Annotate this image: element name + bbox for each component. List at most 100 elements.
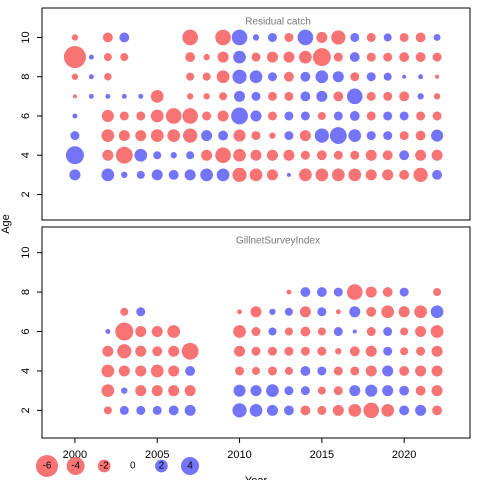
bubble	[333, 52, 343, 62]
bubble	[365, 384, 378, 397]
bubble	[432, 405, 443, 416]
bubble	[317, 405, 327, 415]
bubble	[101, 129, 115, 142]
bubble	[203, 93, 210, 100]
x-tick-label: 2010	[227, 449, 251, 461]
legend-bubble	[155, 459, 168, 473]
bubble	[284, 307, 293, 316]
bubble	[284, 386, 294, 396]
bubble	[167, 129, 181, 142]
bubble	[202, 111, 212, 121]
bubble	[101, 168, 115, 182]
bubble	[317, 327, 326, 336]
bubble	[136, 170, 145, 179]
bubble	[284, 131, 294, 141]
bubble	[383, 52, 393, 62]
plot-frame	[41, 7, 471, 221]
bubble	[216, 70, 230, 84]
bubble	[215, 29, 231, 46]
bubble	[399, 91, 410, 102]
bubble	[184, 169, 196, 181]
bubble	[65, 146, 84, 165]
bubble	[217, 51, 229, 63]
bubble	[135, 345, 147, 357]
bubble	[286, 289, 292, 295]
bubble	[382, 169, 394, 181]
bubble	[135, 365, 147, 377]
bubble	[314, 128, 329, 143]
bubble	[331, 30, 346, 45]
bubble	[299, 168, 312, 182]
y-tick-label: 6	[20, 328, 32, 334]
x-tick-label: 2005	[145, 449, 169, 461]
bubble	[415, 149, 427, 161]
bubble	[366, 327, 376, 337]
bubble	[252, 34, 260, 41]
bubble	[182, 108, 198, 124]
bubble	[431, 149, 443, 161]
bubble	[88, 93, 94, 99]
bubble	[153, 151, 162, 160]
bubble	[316, 150, 327, 161]
bubble	[300, 386, 310, 396]
bubble	[168, 345, 180, 357]
bubble	[433, 93, 441, 100]
x-tick-label: 2000	[63, 449, 87, 461]
bubble	[381, 404, 395, 417]
legend-label: -4	[71, 461, 80, 472]
bubble	[101, 109, 114, 123]
bubble	[269, 132, 276, 139]
bubble	[383, 346, 393, 356]
bubble	[346, 284, 363, 300]
bubble	[167, 325, 181, 338]
bubble	[134, 148, 148, 162]
bubble	[234, 345, 246, 357]
bubble	[165, 108, 182, 124]
bubble	[415, 404, 427, 416]
bubble	[415, 130, 426, 141]
bubble	[232, 403, 247, 418]
bubble	[150, 109, 164, 123]
bubble	[151, 385, 163, 397]
bubble	[383, 33, 392, 42]
bubble	[299, 130, 311, 142]
bubble	[101, 364, 115, 378]
bubble	[333, 386, 343, 396]
bubble	[349, 52, 360, 63]
bubble	[183, 128, 198, 143]
bubble	[69, 169, 81, 181]
bubble	[168, 365, 180, 377]
bubble	[251, 91, 261, 101]
legend-label: 0	[130, 461, 136, 472]
bubble	[398, 306, 410, 318]
bubble	[315, 168, 329, 182]
y-tick-label: 2	[20, 407, 32, 413]
bubble	[349, 111, 360, 121]
bubble	[317, 346, 327, 356]
bubble	[382, 287, 393, 298]
bubble	[317, 111, 326, 120]
bubble	[218, 130, 229, 141]
bubble	[235, 366, 245, 376]
bubble	[150, 89, 164, 103]
bubble	[151, 326, 163, 338]
bubble	[72, 113, 78, 119]
bubble	[416, 111, 426, 121]
bubble	[185, 366, 196, 376]
bubble	[382, 150, 393, 161]
bubble	[233, 50, 246, 64]
bubble	[366, 111, 376, 121]
bubble	[269, 308, 276, 315]
bubble	[105, 329, 111, 334]
bubble	[348, 404, 362, 417]
bubble	[431, 385, 443, 397]
bubble	[283, 71, 294, 82]
bubble	[349, 306, 361, 318]
bubble	[151, 169, 163, 181]
bubble	[433, 33, 441, 41]
bubble	[432, 111, 442, 121]
bubble	[366, 306, 377, 317]
bubble	[283, 149, 295, 161]
bubble	[352, 329, 357, 334]
bubble	[284, 111, 294, 121]
